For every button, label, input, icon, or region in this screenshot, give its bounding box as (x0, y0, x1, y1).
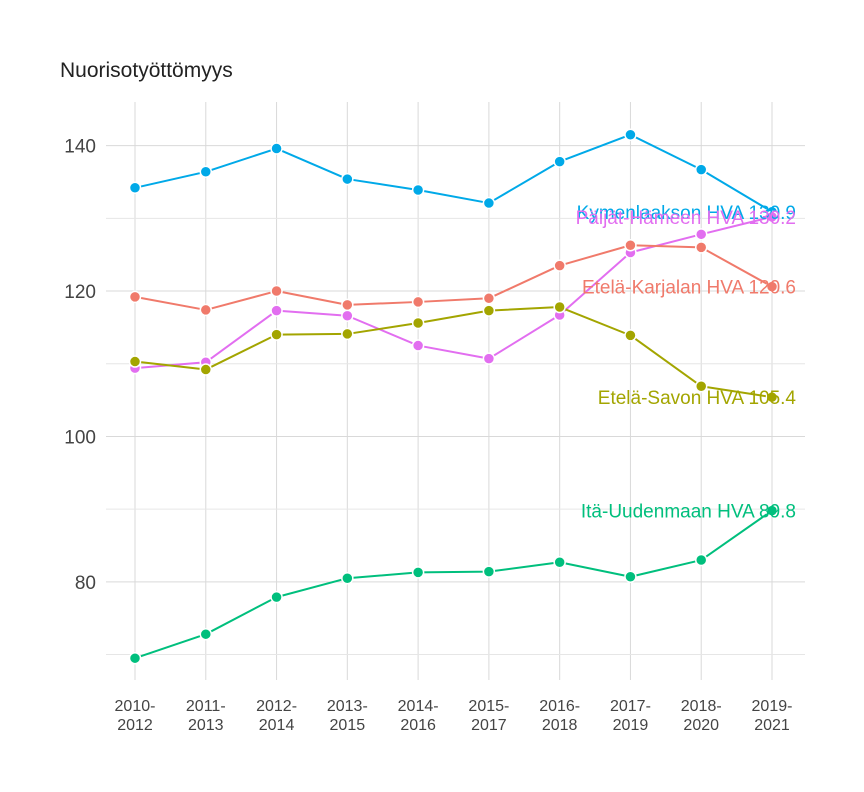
data-point (199, 363, 213, 376)
data-point (270, 590, 283, 604)
x-tick-label: 2015-2017 (468, 698, 509, 734)
data-point (270, 142, 283, 155)
data-point (694, 163, 708, 176)
data-point (411, 183, 425, 197)
data-point (553, 555, 566, 569)
data-point (482, 196, 496, 210)
x-tick-label: 2017-2019 (610, 698, 651, 734)
data-point (128, 651, 142, 665)
data-point (624, 238, 637, 252)
x-tick-label: 2013-2015 (327, 698, 368, 734)
series-end-label: Kymenlaakson HVA 130.9 (577, 203, 796, 224)
data-point (482, 565, 496, 578)
series-line (134, 215, 773, 370)
data-point (341, 327, 354, 341)
series-end-label: Etelä-Karjalan HVA 120.6 (582, 278, 796, 299)
data-point (411, 339, 425, 352)
data-point (411, 566, 425, 579)
x-axis: 2010-2012 2011-2013 2012-2014 2013-2015 2014… (115, 698, 793, 734)
x-tick-label: 2010-2012 (115, 698, 156, 734)
y-tick-label: 120 (64, 282, 96, 303)
series-line (134, 244, 773, 311)
data-point (694, 553, 708, 567)
data-point (199, 627, 213, 641)
data-point (482, 352, 496, 365)
series-line (134, 306, 773, 399)
data-point (624, 570, 637, 584)
x-tick-label: 2014-2016 (398, 698, 439, 734)
x-tick-label: 2011-2013 (186, 698, 226, 734)
data-point (128, 290, 142, 304)
data-point (341, 309, 354, 323)
data-point (694, 241, 708, 254)
y-tick-label: 100 (64, 427, 96, 448)
series-end-label: Päijät-Hämeen HVA 130.2 (576, 208, 796, 229)
data-point (270, 328, 283, 341)
data-point (199, 303, 213, 317)
data-point (482, 292, 496, 305)
data-point (270, 304, 283, 317)
series-end-label: Itä-Uudenmaan HVA 89.8 (581, 502, 796, 523)
data-point (553, 259, 566, 272)
data-point (482, 304, 496, 317)
data-point (765, 280, 779, 293)
data-point (411, 295, 425, 309)
data-point (553, 300, 566, 314)
x-tick-label: 2016-2018 (539, 698, 580, 734)
y-tick-label: 140 (64, 137, 96, 158)
data-point (128, 181, 142, 195)
series-line (134, 509, 773, 660)
data-point (341, 571, 354, 585)
data-point (553, 155, 566, 168)
data-point (624, 128, 637, 141)
series-points (128, 128, 779, 665)
series-end-label: Etelä-Savon HVA 105.4 (598, 388, 797, 409)
series-line (134, 133, 773, 213)
data-point (128, 355, 142, 368)
data-point (341, 298, 354, 312)
data-point (341, 172, 354, 186)
data-point (624, 329, 637, 342)
data-point (694, 228, 708, 241)
data-point (765, 390, 779, 404)
series-lines (134, 133, 773, 660)
chart-title: Nuorisotyöttömyys (60, 59, 233, 82)
x-tick-label: 2018-2020 (681, 698, 722, 734)
x-tick-label: 2012-2014 (256, 698, 297, 734)
data-point (694, 380, 708, 393)
data-point (765, 210, 779, 224)
data-point (765, 504, 779, 517)
y-tick-label: 80 (75, 573, 96, 594)
x-tick-label: 2019-2021 (752, 698, 793, 734)
data-point (270, 284, 283, 298)
y-axis: 80 100 120 140 (64, 137, 96, 594)
data-point (199, 165, 213, 179)
data-point (411, 316, 425, 330)
